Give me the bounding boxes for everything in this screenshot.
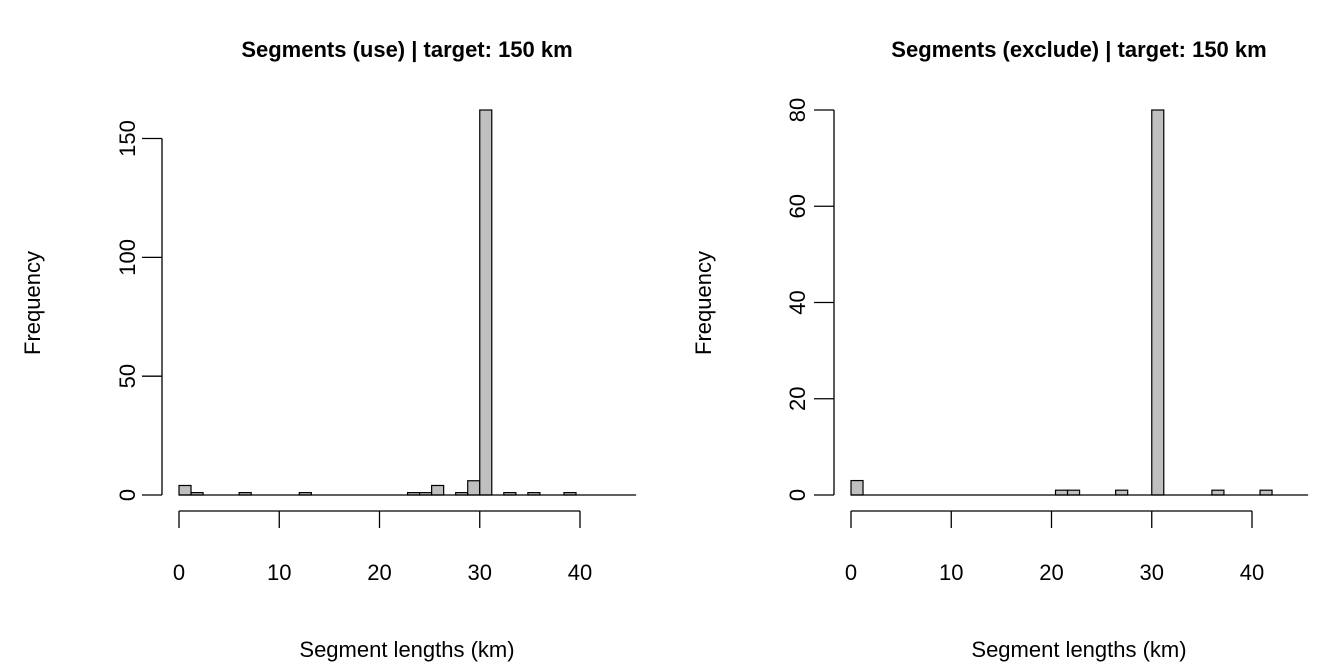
histogram-panel-exclude: Segments (exclude) | target: 150 km Segm…	[691, 37, 1309, 662]
histogram-panel-use: Segments (use) | target: 150 km Segment …	[20, 37, 637, 662]
y-axis: 0 50 100 150	[115, 120, 163, 501]
histogram-bar	[1066, 489, 1081, 496]
y-tick-label: 80	[785, 98, 810, 122]
y-tick-label: 20	[785, 387, 810, 411]
x-axis-label: Segment lengths (km)	[971, 637, 1186, 662]
histogram-bar	[1211, 489, 1225, 496]
x-tick-label: 20	[1039, 560, 1063, 585]
histogram-bar	[178, 484, 192, 496]
x-tick-label: 40	[1240, 560, 1264, 585]
histogram-bar	[850, 479, 864, 496]
y-axis-label: Frequency	[20, 251, 45, 355]
y-tick-label: 150	[115, 120, 140, 157]
histogram-bar	[1115, 489, 1129, 496]
y-tick-label: 50	[115, 364, 140, 388]
histogram-bar	[1259, 489, 1273, 496]
histogram-bar	[1151, 109, 1165, 496]
x-tick-label: 0	[173, 560, 185, 585]
y-tick-label: 0	[785, 489, 810, 501]
x-tick-label: 10	[939, 560, 963, 585]
y-tick-label: 100	[115, 239, 140, 276]
x-tick-label: 30	[468, 560, 492, 585]
y-tick-label: 40	[785, 290, 810, 314]
chart-title: Segments (use) | target: 150 km	[241, 37, 572, 62]
histogram-bar	[431, 484, 445, 496]
x-axis: 0 10 20 30 40	[845, 510, 1264, 585]
x-tick-label: 30	[1140, 560, 1164, 585]
y-tick-label: 60	[785, 194, 810, 218]
histogram-bar	[479, 109, 493, 496]
histogram-bar	[467, 480, 481, 496]
histogram-bar	[1054, 489, 1069, 496]
x-tick-label: 10	[267, 560, 291, 585]
x-tick-label: 20	[367, 560, 391, 585]
x-tick-label: 0	[845, 560, 857, 585]
y-tick-label: 0	[115, 489, 140, 501]
chart-title: Segments (exclude) | target: 150 km	[891, 37, 1266, 62]
x-axis: 0 10 20 30 40	[173, 510, 592, 585]
x-axis-label: Segment lengths (km)	[299, 637, 514, 662]
bars-group	[850, 109, 1309, 496]
x-tick-label: 40	[568, 560, 592, 585]
y-axis: 0 20 40 60 80	[785, 98, 835, 501]
bars-group	[178, 109, 637, 496]
y-axis-label: Frequency	[691, 251, 716, 355]
